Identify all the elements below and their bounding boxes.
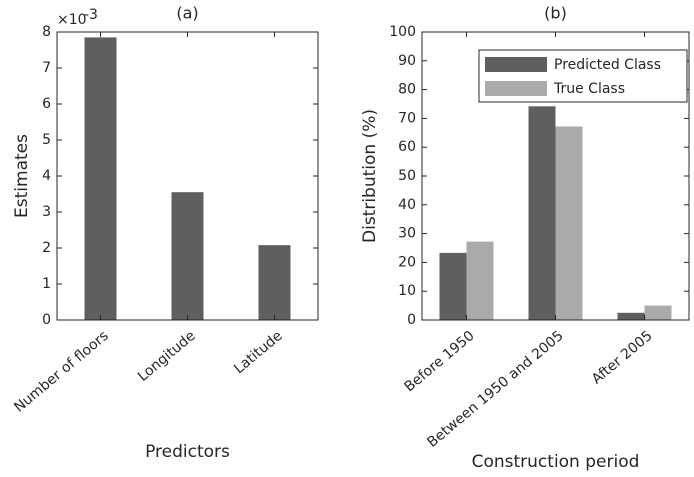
bar (528, 106, 556, 320)
bar (644, 305, 672, 320)
y-tick-label: 5 (42, 132, 51, 148)
y-tick-label: 60 (398, 139, 416, 155)
x-tick-label: Longitude (135, 328, 199, 385)
y-tick-label: 50 (398, 168, 416, 184)
y-tick-label: 4 (42, 168, 51, 184)
legend-label: Predicted Class (554, 57, 661, 73)
y-tick-label: 80 (398, 82, 416, 98)
y-tick-label: 7 (42, 60, 51, 76)
y-tick-label: 6 (42, 96, 51, 112)
chart-title: (a) (176, 4, 198, 23)
legend-swatch (485, 57, 547, 72)
bar (555, 126, 583, 321)
y-axis-label: Distribution (%) (360, 109, 380, 243)
y-tick-label: 100 (389, 24, 416, 40)
y-tick-label: 1 (42, 276, 51, 292)
bar (617, 312, 645, 320)
bar (84, 37, 117, 321)
x-tick-label: After 2005 (589, 328, 656, 388)
x-tick-label: Latitude (231, 328, 285, 377)
bar (439, 252, 467, 320)
y-tick-label: 40 (398, 197, 416, 213)
y-multiplier: ×10 (57, 12, 87, 28)
bar (171, 192, 204, 320)
y-multiplier-exponent: -3 (84, 7, 98, 23)
y-tick-label: 10 (398, 283, 416, 299)
bar (466, 241, 494, 320)
y-tick-label: 8 (42, 24, 51, 40)
y-tick-label: 90 (398, 53, 416, 69)
x-tick-label: Number of floors (11, 328, 111, 416)
y-tick-label: 0 (407, 312, 416, 328)
y-tick-label: 2 (42, 240, 51, 256)
x-axis-label: Predictors (145, 442, 230, 462)
bar (258, 245, 291, 320)
y-tick-label: 0 (42, 312, 51, 328)
legend-label: True Class (553, 81, 625, 97)
y-tick-label: 3 (42, 204, 51, 220)
y-axis-label: Estimates (12, 134, 32, 218)
legend-swatch (485, 81, 547, 96)
x-tick-label: Before 1950 (402, 328, 478, 395)
y-tick-label: 70 (398, 110, 416, 126)
chart-title: (b) (544, 4, 567, 23)
y-tick-label: 20 (398, 254, 416, 270)
x-axis-label: Construction period (472, 452, 640, 472)
y-tick-label: 30 (398, 226, 416, 242)
